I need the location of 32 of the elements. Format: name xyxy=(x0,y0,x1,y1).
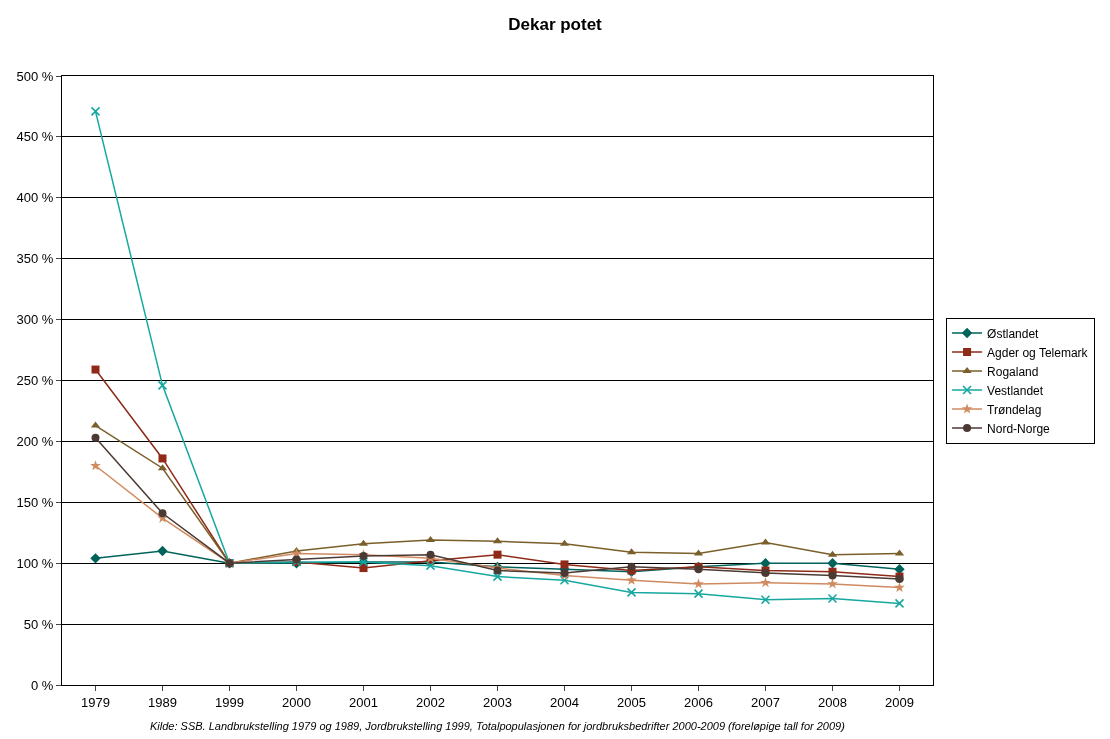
y-tick-label: 100 % xyxy=(16,555,54,571)
legend-label: Nord-Norge xyxy=(987,421,1051,436)
x-tick-label: 1979 xyxy=(81,694,110,710)
y-tick-label: 500 % xyxy=(16,68,54,84)
chart-title: Dekar potet xyxy=(508,15,603,35)
x-tick-label: 2001 xyxy=(349,694,378,710)
x-tick-label: 1999 xyxy=(215,694,244,710)
y-tick-label: 400 % xyxy=(16,190,54,206)
x-tick-label: 2004 xyxy=(550,694,579,710)
x-tick-label: 2008 xyxy=(818,694,847,710)
x-tick-label: 2003 xyxy=(483,694,512,710)
y-tick-label: 350 % xyxy=(16,251,54,267)
x-tick-label: 2007 xyxy=(751,694,780,710)
y-tick-label: 0 % xyxy=(30,677,54,693)
legend-label: Rogaland xyxy=(987,364,1039,379)
x-tick-label: 1989 xyxy=(148,694,177,710)
x-tick-label: 2006 xyxy=(684,694,713,710)
x-tick-label: 2009 xyxy=(885,694,914,710)
x-tick-label: 2000 xyxy=(282,694,311,710)
x-tick-label: 2002 xyxy=(416,694,445,710)
y-tick-label: 450 % xyxy=(16,129,54,145)
text: Kilde: SSB. Landbrukstelling 1979 og 1989, Jordbrukstelling 1999, Totalpopulasjonen for jordbruksbedrifter 2000-2009 (foreløpige tall for 2009) xyxy=(150,720,846,732)
x-tick-label: 2005 xyxy=(617,694,646,710)
y-tick-label: 150 % xyxy=(16,494,54,510)
legend-label: Agder og Telemark xyxy=(987,345,1089,360)
legend-label: Østlandet xyxy=(987,326,1040,341)
y-tick-label: 300 % xyxy=(16,312,54,328)
y-tick-label: 200 % xyxy=(16,433,54,449)
y-tick-label: 250 % xyxy=(16,373,54,389)
legend-label: Vestlandet xyxy=(987,383,1044,398)
y-tick-label: 50 % xyxy=(23,616,54,632)
legend-label: Trøndelag xyxy=(987,402,1042,417)
